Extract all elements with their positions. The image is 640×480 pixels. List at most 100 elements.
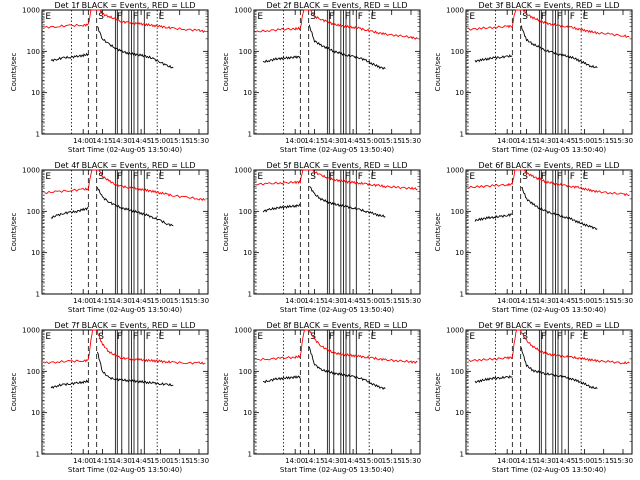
y-tick-label: 100 (27, 368, 40, 376)
x-tick-label: 14:30 (324, 297, 344, 305)
marker-label: E (159, 172, 165, 182)
marker-label: F (345, 332, 350, 342)
x-tick-label: 14:45 (343, 457, 363, 465)
y-axis-label: Counts/sec (10, 53, 18, 92)
y-tick-label: 1000 (22, 167, 40, 175)
y-tick-label: 100 (451, 368, 464, 376)
marker-label: E (583, 12, 589, 22)
y-tick-label: 1 (460, 131, 464, 139)
y-tick-label: 1 (248, 451, 252, 459)
marker-label: F (146, 332, 151, 342)
x-tick-label: 15:00 (150, 457, 170, 465)
x-tick-label: 15:00 (574, 137, 594, 145)
panel-title: Det 6f BLACK = Events, RED = LLD (478, 161, 619, 170)
y-axis-label: Counts/sec (10, 213, 18, 252)
y-tick-label: 10 (243, 409, 252, 417)
marker-label: S (310, 172, 316, 182)
lld-series (44, 169, 206, 202)
panel-title: Det 1f BLACK = Events, RED = LLD (54, 1, 195, 10)
y-tick-label: 1 (460, 291, 464, 299)
x-tick-label: 14:30 (536, 297, 556, 305)
panel-7: Det 7f BLACK = Events, RED = LLD 1 10 100 10… (10, 321, 209, 474)
events-series-pre (474, 54, 513, 63)
x-tick-label: 15:30 (189, 137, 209, 145)
x-tick-label: 15:15 (594, 297, 614, 305)
marker-label: E (159, 12, 165, 22)
marker-label: F (358, 172, 363, 182)
panel-2: Det 2f BLACK = Events, RED = LLD 1 10 100 10… (222, 1, 421, 154)
y-tick-label: 1000 (234, 7, 252, 15)
marker-label: F (117, 172, 122, 182)
marker-label: F (570, 12, 575, 22)
x-tick-label: 14:15 (516, 457, 536, 465)
y-tick-label: 100 (239, 48, 252, 56)
y-tick-label: 1000 (446, 327, 464, 335)
x-tick-label: 14:45 (131, 297, 151, 305)
x-tick-label: 15:30 (613, 457, 633, 465)
events-series-pre (50, 379, 89, 389)
marker-label: S (98, 172, 104, 182)
marker-label: F (146, 172, 151, 182)
marker-label: E (469, 172, 475, 182)
y-axis-label: Counts/sec (434, 53, 442, 92)
marker-label: E (371, 12, 377, 22)
marker-label: F (570, 332, 575, 342)
events-series-post (96, 26, 174, 69)
events-series-pre (262, 203, 301, 213)
y-tick-label: 100 (451, 208, 464, 216)
panel-8: Det 8f BLACK = Events, RED = LLD 1 10 100 10… (222, 321, 421, 474)
panel-frame (41, 169, 209, 295)
x-tick-label: 14:45 (131, 137, 151, 145)
lld-series (468, 9, 630, 38)
x-tick-label: 14:15 (304, 137, 324, 145)
marker-label: S (98, 12, 104, 22)
x-tick-label: 15:00 (150, 297, 170, 305)
x-tick-label: 15:30 (401, 137, 421, 145)
marker-label: E (45, 332, 51, 342)
panel-6: Det 6f BLACK = Events, RED = LLD 1 10 100 10… (434, 161, 633, 314)
panel-title: Det 9f BLACK = Events, RED = LLD (478, 321, 619, 330)
x-tick-label: 15:15 (382, 457, 402, 465)
y-tick-label: 1000 (22, 327, 40, 335)
events-series-pre (50, 206, 89, 219)
x-tick-label: 14:00 (497, 137, 517, 145)
x-tick-label: 14:15 (304, 457, 324, 465)
y-tick-label: 10 (455, 249, 464, 257)
events-series-pre (474, 213, 513, 222)
marker-label: E (257, 12, 263, 22)
panel-frame (465, 329, 633, 455)
y-axis-label: Counts/sec (222, 373, 230, 412)
y-tick-label: 10 (31, 409, 40, 417)
x-tick-label: 14:00 (285, 297, 305, 305)
x-axis-label: Start Time (02-Aug-05 13:50:40) (492, 466, 606, 474)
marker-label: E (45, 12, 51, 22)
events-series-pre (50, 52, 89, 62)
y-tick-label: 1 (248, 131, 252, 139)
y-tick-label: 10 (31, 89, 40, 97)
x-tick-label: 14:30 (112, 137, 132, 145)
panel-frame (253, 169, 421, 295)
y-tick-label: 10 (455, 89, 464, 97)
marker-label: E (257, 332, 263, 342)
lld-series (468, 329, 630, 365)
x-tick-label: 14:45 (343, 297, 363, 305)
marker-label: E (257, 172, 263, 182)
events-series-post (521, 187, 598, 231)
x-tick-label: 15:00 (362, 457, 382, 465)
x-tick-label: 14:45 (555, 297, 575, 305)
panel-3: Det 3f BLACK = Events, RED = LLD 1 10 100 10… (434, 1, 633, 154)
marker-label: F (541, 332, 546, 342)
marker-label: F (329, 172, 334, 182)
panel-4: Det 4f BLACK = Events, RED = LLD 1 10 100 10… (10, 161, 209, 314)
panel-frame (41, 329, 209, 455)
y-tick-label: 10 (243, 89, 252, 97)
y-tick-label: 10 (455, 409, 464, 417)
x-tick-label: 15:15 (594, 457, 614, 465)
panel-9: Det 9f BLACK = Events, RED = LLD 1 10 100 10… (434, 321, 633, 474)
marker-label: F (541, 12, 546, 22)
x-tick-label: 14:00 (497, 457, 517, 465)
y-tick-label: 10 (243, 249, 252, 257)
x-tick-label: 14:45 (343, 137, 363, 145)
panel-frame (41, 9, 209, 135)
